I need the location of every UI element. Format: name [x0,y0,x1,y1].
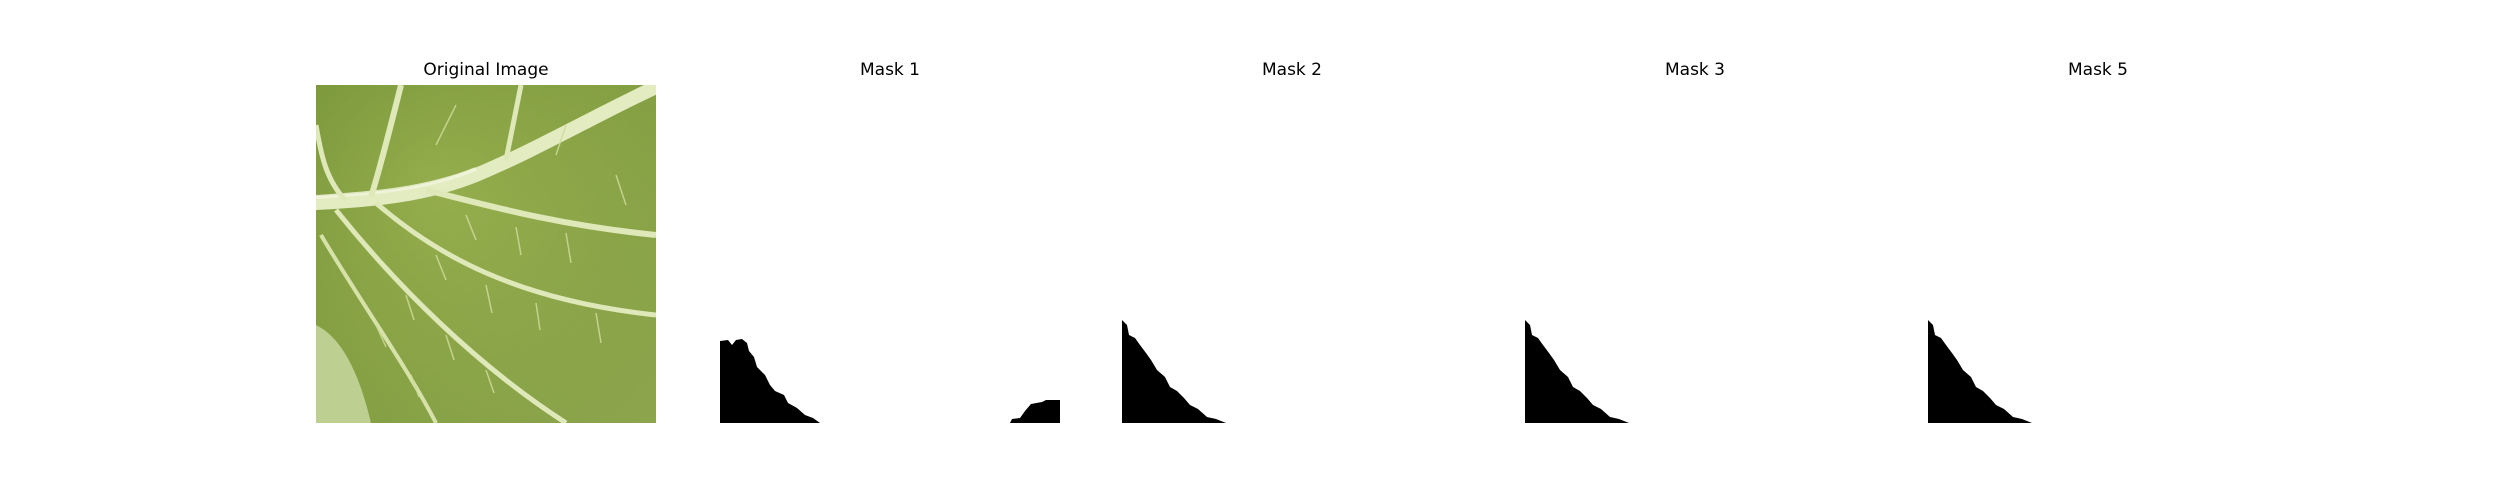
background-leaf [316,325,371,423]
leaf-vein [425,187,656,238]
mask-background [720,85,1060,423]
mask-background [1525,85,1865,423]
mask-image [1122,85,1462,423]
mask-region [720,339,820,423]
panel-title: Mask 5 [2067,60,2128,80]
leaf-vein [316,124,348,203]
leaf-photo [316,85,656,423]
panel-title: Mask 2 [1261,60,1322,80]
leaf-midrib-highlight [316,167,477,199]
mask-background [1928,85,2268,423]
leaf-midrib [316,85,656,210]
leaf-vein [334,208,568,423]
leaf-tertiary-veins [375,104,627,398]
leaf-vein [374,201,656,318]
mask-image [720,85,1060,423]
panel-title: Mask 3 [1664,60,1725,80]
panel-title: Original Image [423,60,549,80]
panel-title: Mask 1 [859,60,920,80]
mask-background [1122,85,1462,423]
mask-region [1122,320,1226,423]
mask-region [1525,320,1629,423]
mask-region [1010,400,1060,423]
leaf-vein [368,85,404,198]
leaf-vein [319,233,438,423]
mask-image [1525,85,1865,423]
mask-region [1928,320,2032,423]
leaf-shading [316,85,656,423]
mask-image [1928,85,2268,423]
leaf-vein [503,85,524,161]
